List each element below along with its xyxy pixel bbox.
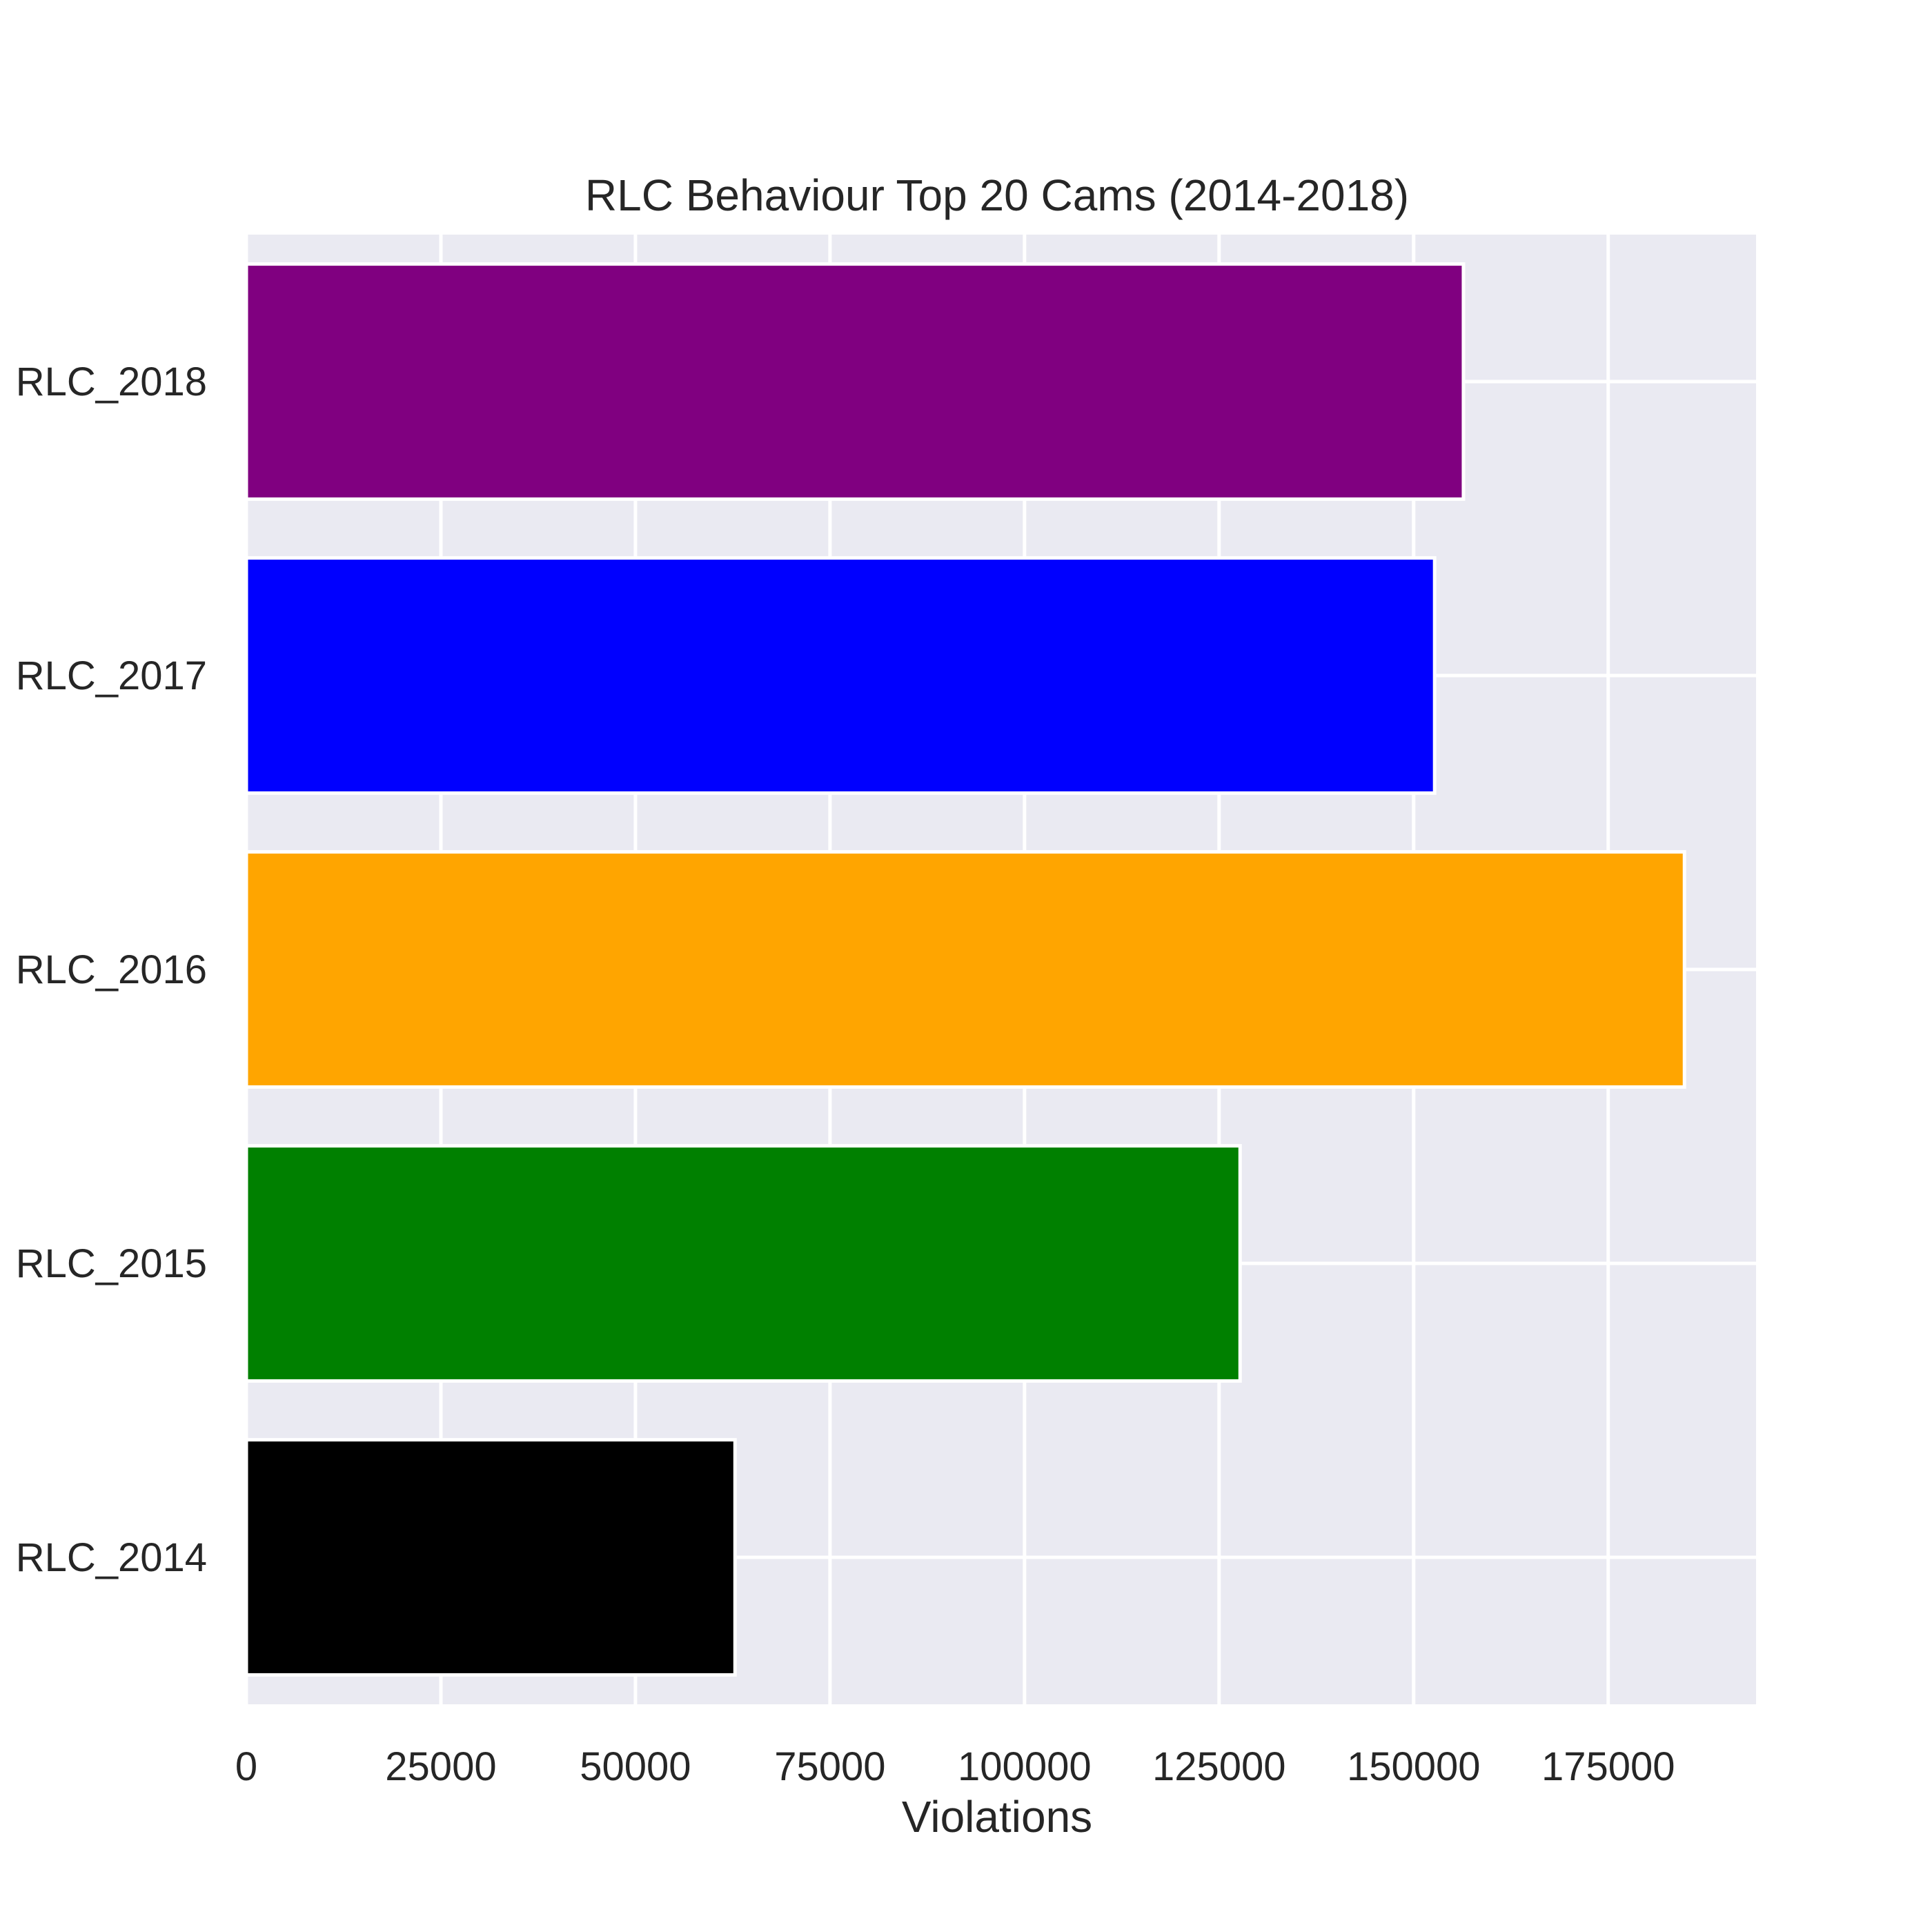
bar-rlc-2018 [244, 262, 1466, 501]
chart-title: RLC Behaviour Top 20 Cams (2014-2018) [585, 170, 1409, 220]
y-tick-label: RLC_2015 [16, 1241, 207, 1286]
x-tick-label: 75000 [774, 1744, 885, 1789]
x-axis-label: Violations [902, 1792, 1092, 1842]
x-tick-labels: 0 25000 50000 75000 100000 125000 150000 175000 [235, 1744, 1675, 1789]
x-tick-label: 0 [235, 1744, 257, 1789]
bar-rlc-2017 [244, 556, 1437, 795]
y-tick-labels: RLC_2014 RLC_2015 RLC_2016 RLC_2017 RLC_2018 [16, 359, 207, 1580]
y-tick-label: RLC_2016 [16, 947, 207, 992]
x-tick-label: 25000 [385, 1744, 496, 1789]
bar-rlc-2016 [244, 850, 1686, 1089]
y-tick-label: RLC_2018 [16, 359, 207, 404]
x-tick-label: 50000 [580, 1744, 691, 1789]
x-tick-label: 150000 [1347, 1744, 1481, 1789]
bar-rlc-2015 [244, 1144, 1242, 1383]
bars [244, 262, 1686, 1677]
x-tick-label: 125000 [1152, 1744, 1286, 1789]
x-tick-label: 100000 [958, 1744, 1092, 1789]
bar-rlc-2014 [244, 1438, 737, 1677]
x-tick-label: 175000 [1541, 1744, 1675, 1789]
y-tick-label: RLC_2014 [16, 1535, 207, 1580]
y-tick-label: RLC_2017 [16, 653, 207, 698]
